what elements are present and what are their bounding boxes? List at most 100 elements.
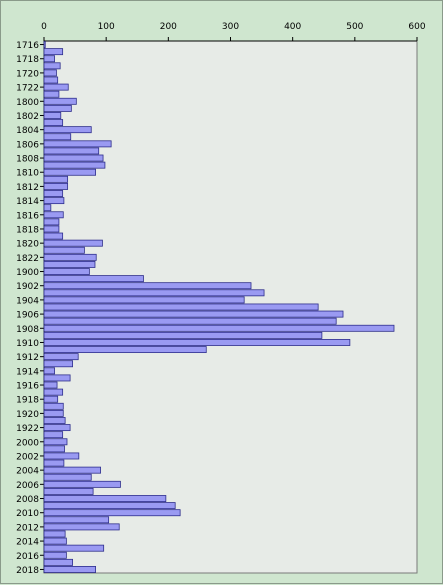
y-tick-label: 2002 [16, 452, 39, 462]
bar-1719 [43, 62, 61, 70]
y-axis: 1716 1718 1720 1722 1800 1802 1804 1806 1808 1810… [16, 41, 45, 576]
bar-1817 [43, 218, 60, 226]
bar-2008 [43, 495, 167, 502]
bar-1810 [43, 168, 96, 176]
y-tick-label: 1808 [16, 155, 39, 165]
x-tick-label: 200 [160, 22, 177, 32]
bar-1905 [43, 303, 319, 311]
y-tick-label: 1920 [16, 410, 39, 420]
y-tick-label: 1814 [16, 197, 39, 207]
bar-1814 [43, 197, 65, 205]
bar-1921 [43, 417, 66, 424]
bar-2016 [43, 551, 67, 559]
bar-1922 [43, 424, 71, 432]
y-tick-label: 1816 [16, 211, 39, 221]
y-tick-label: 1804 [16, 126, 39, 136]
bar-1806 [43, 140, 112, 148]
y-tick-label: 1900 [16, 268, 39, 278]
bar-1812 [43, 182, 69, 190]
y-tick-label: 1910 [16, 339, 39, 349]
bar-1910 [43, 339, 351, 346]
y-tick-label: 2008 [16, 495, 39, 505]
y-tick-label: 1720 [16, 69, 39, 79]
bar-2004 [43, 466, 101, 474]
y-tick-label: 1822 [16, 254, 39, 264]
bar-1800 [43, 97, 77, 105]
y-tick-label: 2014 [16, 538, 39, 548]
bar-1908 [43, 324, 395, 332]
bar-1716 [43, 41, 46, 48]
y-tick-label: 1722 [16, 84, 39, 94]
bar-1816 [43, 211, 64, 219]
bar-2015 [43, 544, 105, 552]
bar-1721 [43, 76, 59, 84]
bar-1722 [43, 83, 69, 91]
bar-1913 [43, 360, 73, 368]
x-axis: 0 100 200 300 400 500 600 [41, 22, 426, 42]
y-tick-label: 1912 [16, 353, 39, 363]
bar-2010 [43, 509, 181, 517]
bar-1807 [43, 147, 100, 155]
bar-1819 [43, 232, 64, 240]
bar-2006 [43, 480, 121, 488]
bar-1915 [43, 374, 71, 382]
bar-2009 [43, 502, 176, 510]
y-tick-label: 1718 [16, 55, 39, 65]
bar-2003 [43, 459, 65, 467]
x-tick-label: 100 [98, 22, 115, 32]
x-tick-label: 500 [346, 22, 363, 32]
y-tick-label: 2018 [16, 566, 39, 576]
y-tick-label: 2004 [16, 467, 39, 477]
bar-2007 [43, 487, 94, 495]
y-tick-label: 1716 [16, 41, 39, 51]
bar-1912 [43, 353, 79, 361]
y-tick-label: 1902 [16, 282, 39, 292]
x-tick-label: 600 [408, 22, 425, 32]
bar-1818 [43, 225, 60, 233]
y-tick-label: 2000 [16, 438, 39, 448]
y-tick-label: 2006 [16, 481, 39, 491]
y-tick-label: 1914 [16, 367, 39, 377]
y-tick-label: 1922 [16, 424, 39, 434]
bar-2002 [43, 452, 80, 460]
bar-1820 [43, 239, 103, 247]
bar-1903 [43, 289, 265, 297]
bar-1914 [43, 367, 55, 375]
bars [43, 41, 395, 573]
y-tick-label: 1818 [16, 225, 39, 235]
bar-1811 [43, 175, 69, 183]
y-tick-label: 1908 [16, 325, 39, 335]
bar-1823 [43, 260, 96, 268]
y-tick-label: 1916 [16, 382, 39, 392]
bar-1917 [43, 388, 64, 396]
x-tick-label: 0 [41, 22, 47, 32]
bar-1720 [43, 69, 57, 77]
bar-1916 [43, 381, 58, 389]
bar-1809 [43, 161, 106, 169]
bar-1901 [43, 275, 144, 283]
y-tick-label: 1906 [16, 311, 39, 321]
bar-2012 [43, 523, 120, 531]
bar-1803 [43, 119, 64, 127]
bar-1822 [43, 253, 97, 261]
bar-1904 [43, 296, 245, 304]
y-tick-label: 2016 [16, 552, 39, 562]
bar-1821 [43, 246, 85, 254]
bar-2013 [43, 530, 66, 538]
y-tick-label: 1802 [16, 112, 39, 122]
bar-1920 [43, 409, 64, 417]
y-tick-label: 1820 [16, 240, 39, 250]
bar-1909 [43, 331, 323, 339]
bar-1718 [43, 55, 55, 63]
y-tick-label: 1918 [16, 396, 39, 406]
bar-1911 [43, 346, 207, 354]
y-tick-label: 1904 [16, 296, 39, 306]
bar-1804 [43, 126, 92, 134]
bar-1900 [43, 268, 90, 275]
y-tick-label: 2010 [16, 509, 39, 519]
bar-1717 [43, 48, 64, 56]
bar-1808 [43, 154, 104, 162]
y-tick-label: 1812 [16, 183, 39, 193]
